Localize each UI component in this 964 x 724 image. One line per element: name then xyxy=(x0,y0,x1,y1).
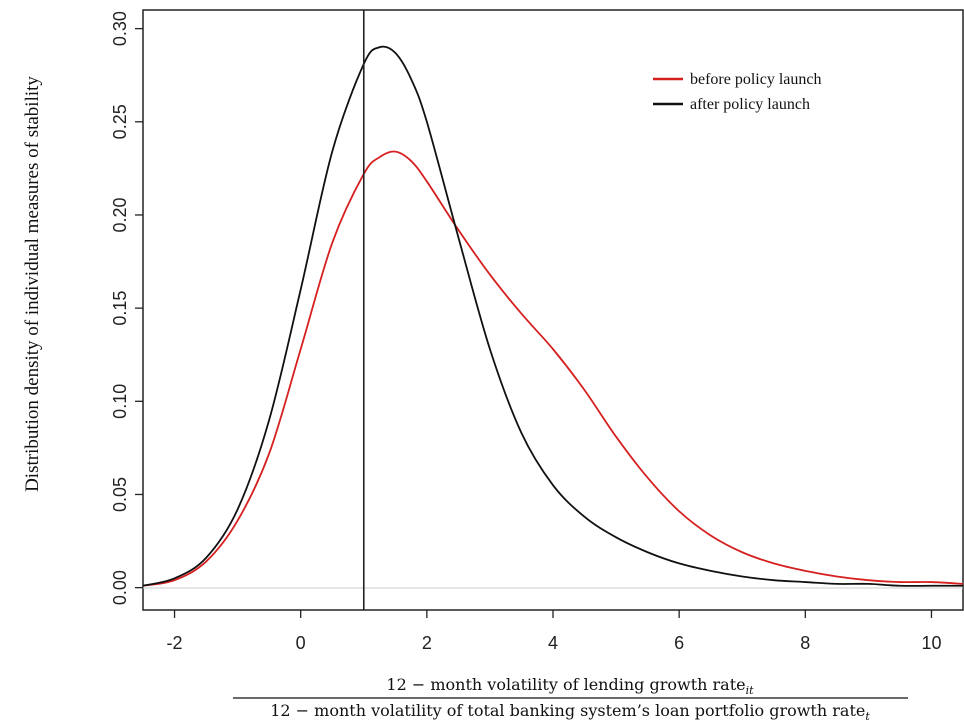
x-axis-label-denominator: 12 − month volatility of total banking s… xyxy=(270,701,870,723)
x-axis: -2 0 2 4 6 8 10 xyxy=(167,610,941,653)
legend: before policy launch after policy launch xyxy=(653,71,822,113)
x-tick-label: 6 xyxy=(674,633,684,653)
x-tick-label: 4 xyxy=(548,633,558,653)
y-tick-label: 0.05 xyxy=(110,477,130,512)
x-denominator-text: 12 − month volatility of total banking s… xyxy=(270,701,865,720)
x-axis-label: 12 − month volatility of lending growth … xyxy=(233,675,908,723)
x-tick-label: 2 xyxy=(422,633,432,653)
x-axis-label-numerator: 12 − month volatility of lending growth … xyxy=(386,675,754,697)
y-tick-label: 0.25 xyxy=(110,104,130,139)
x-tick-label: 0 xyxy=(296,633,306,653)
series-layer xyxy=(142,45,964,587)
x-numerator-text: 12 − month volatility of lending growth … xyxy=(386,675,745,694)
series-line-after-policy xyxy=(142,45,963,587)
x-numerator-subscript: it xyxy=(746,684,755,697)
y-axis: 0.00 0.05 0.10 0.15 0.20 0.25 0.30 xyxy=(110,11,143,605)
y-axis-label: Distribution density of individual measu… xyxy=(22,76,43,492)
y-tick-label: 0.00 xyxy=(110,570,130,605)
y-tick-label: 0.20 xyxy=(110,197,130,232)
y-tick-label: 0.30 xyxy=(110,11,130,46)
x-tick-label: 8 xyxy=(800,633,810,653)
legend-label-before: before policy launch xyxy=(690,71,822,88)
y-tick-label: 0.15 xyxy=(110,291,130,326)
x-tick-label: -2 xyxy=(167,633,183,653)
x-denominator-subscript: t xyxy=(865,710,870,723)
legend-label-after: after policy launch xyxy=(690,96,810,113)
y-tick-label: 0.10 xyxy=(110,384,130,419)
plot-frame xyxy=(142,9,964,611)
x-tick-label: 10 xyxy=(921,633,941,653)
series-line-before-policy xyxy=(142,150,964,587)
